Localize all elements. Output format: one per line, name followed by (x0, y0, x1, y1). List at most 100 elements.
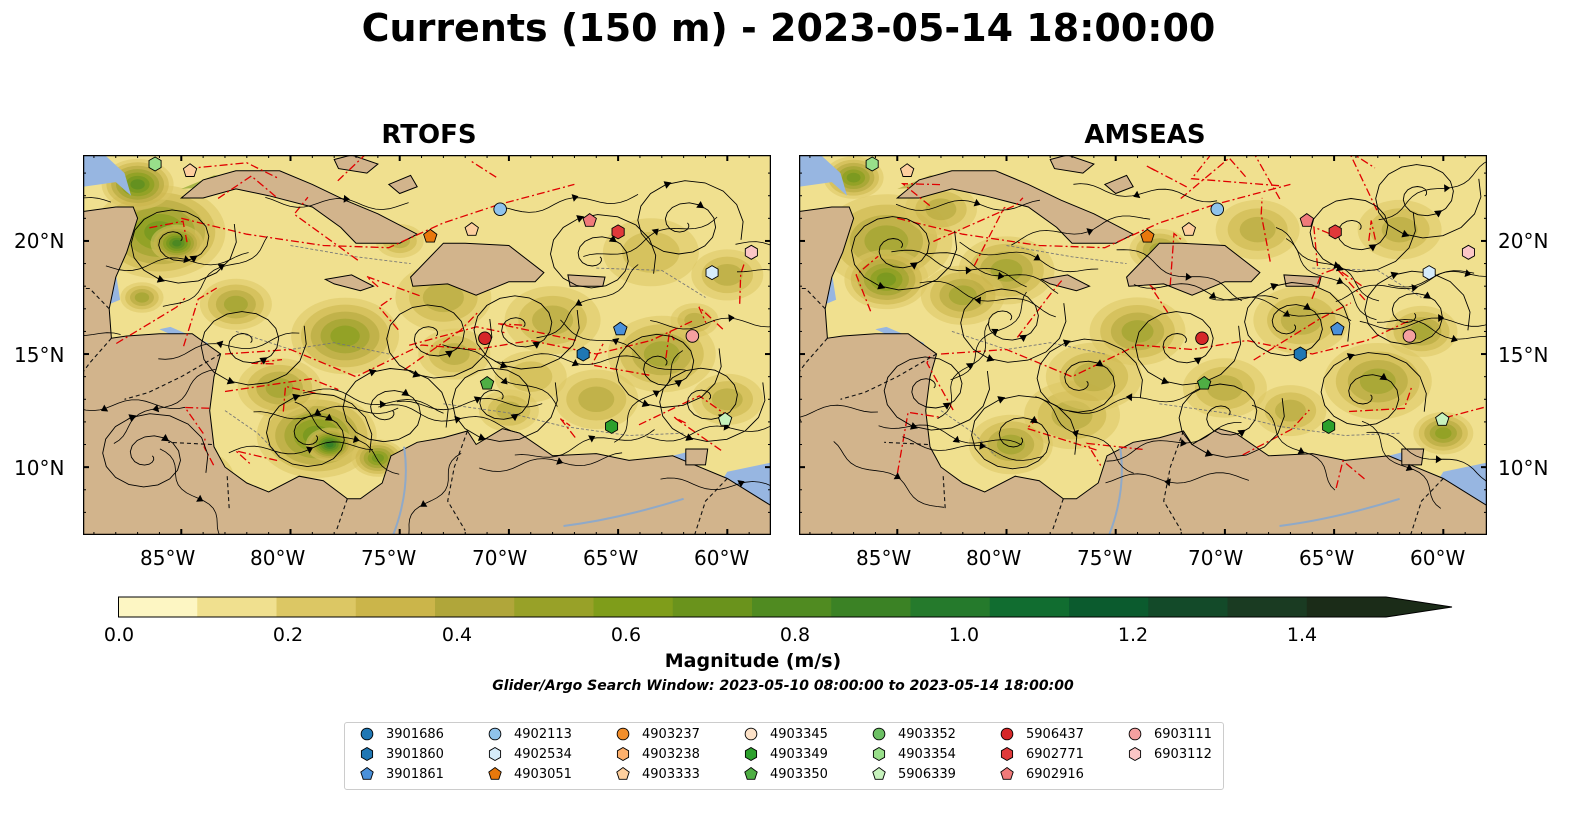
streamline-arrow (1161, 376, 1170, 385)
streamline (895, 199, 1040, 211)
streamline-arrow (161, 434, 170, 442)
eez-boundary (115, 297, 186, 345)
land-mass (1039, 274, 1091, 292)
legend-marker (744, 766, 758, 780)
country-border (83, 287, 110, 310)
streamline-arrow (1282, 310, 1290, 317)
streamline (660, 477, 771, 491)
streamline (83, 399, 186, 412)
colorbar-tick-label: 0.2 (272, 624, 304, 646)
country-border (226, 476, 230, 511)
colorbar-segment (1069, 597, 1149, 617)
eez-boundary (1145, 165, 1188, 188)
streamline-arrow (1444, 184, 1451, 193)
streamline-arrow (1390, 271, 1399, 280)
eez-boundary (933, 197, 1024, 243)
streamline-arrow (324, 413, 333, 421)
legend-marker (872, 746, 886, 762)
colorbar-segment (672, 597, 753, 617)
streamline (1375, 164, 1482, 239)
streamline (1361, 420, 1442, 509)
land-mass (567, 274, 606, 287)
bathymetry-contour (1006, 245, 1127, 265)
legend-label: 4902534 (514, 746, 572, 762)
lon-tick-label: 80°W (966, 546, 1022, 570)
streamline-arrow (1435, 455, 1442, 464)
float-marker (1196, 375, 1212, 390)
streamline (883, 356, 990, 431)
magnitude-contour (864, 225, 909, 257)
streamline-arrow (571, 194, 579, 202)
streamline (919, 280, 1056, 318)
streamline (408, 452, 462, 535)
colorbar-segment (752, 597, 832, 617)
legend-item: 3901860 (359, 746, 444, 762)
eez-boundary (1254, 155, 1281, 200)
eez-boundary (224, 378, 339, 393)
legend-marker-icon (616, 766, 630, 780)
colorbar-segment (1148, 597, 1228, 617)
float-marker (1293, 346, 1307, 362)
streamline-arrow (305, 446, 314, 454)
legend-marker-icon (360, 746, 374, 762)
float-marker (1330, 321, 1345, 336)
streamline (495, 194, 639, 213)
search-window-text: Glider/Argo Search Window: 2023-05-10 08… (492, 678, 1074, 694)
float-marker (717, 412, 733, 426)
legend-item: 4903354 (871, 746, 956, 762)
eez-boundary (1149, 284, 1169, 313)
streamline-arrow (217, 264, 225, 271)
colorbar-segment (118, 597, 198, 617)
legend-marker-icon (616, 746, 630, 762)
eez-boundary (1180, 157, 1247, 199)
river (392, 446, 407, 535)
legend-item: 6902916 (999, 766, 1084, 782)
colorbar-tick-label: 0.6 (610, 624, 642, 646)
streamline-arrow (909, 262, 918, 270)
legend-item: 3901861 (359, 766, 444, 782)
eez-boundary (1260, 197, 1271, 262)
streamline-arrow (1401, 229, 1410, 238)
eez-boundary (183, 406, 211, 434)
lon-tick-label: 75°W (1077, 546, 1133, 570)
magnitude-contour (578, 386, 615, 413)
legend-label: 4902113 (514, 726, 572, 742)
float-marker (605, 418, 619, 434)
eez-boundary (926, 353, 954, 411)
colorbar (118, 596, 1453, 618)
streamline (442, 344, 558, 407)
magnitude-contour (1206, 375, 1243, 401)
streamline-arrow (1204, 449, 1213, 457)
magnitude-contour (711, 263, 743, 286)
float-marker (1195, 331, 1209, 345)
magnitude-contour (1435, 427, 1452, 440)
eez-boundary (1444, 405, 1487, 419)
streamline (1251, 404, 1336, 491)
streamline (451, 367, 558, 442)
map-frame (83, 155, 771, 535)
magnitude-contour (1239, 216, 1276, 243)
streamline-arrow (1086, 228, 1094, 236)
float-marker (1210, 202, 1225, 217)
streamline (302, 388, 444, 414)
lat-tick-label: 15°N (1498, 343, 1549, 367)
streamline (536, 264, 639, 339)
bathymetry-contour (596, 267, 706, 298)
country-border (799, 287, 826, 310)
colorbar-segment (276, 597, 357, 617)
streamline (228, 441, 374, 455)
streamline-arrow (500, 377, 508, 385)
magnitude-contour (948, 285, 977, 306)
country-border (694, 478, 728, 535)
streamline-arrow (473, 396, 481, 404)
float-marker (1402, 329, 1417, 343)
colorbar-segment (989, 597, 1070, 617)
streamline-arrow (952, 435, 960, 443)
streamline-arrow (1303, 302, 1311, 311)
streamline-arrow (1126, 393, 1133, 402)
land-mass (1103, 174, 1134, 195)
legend-marker-icon (360, 727, 374, 741)
eez-boundary (403, 310, 480, 371)
land-mass (685, 448, 709, 466)
float-marker (865, 156, 879, 172)
